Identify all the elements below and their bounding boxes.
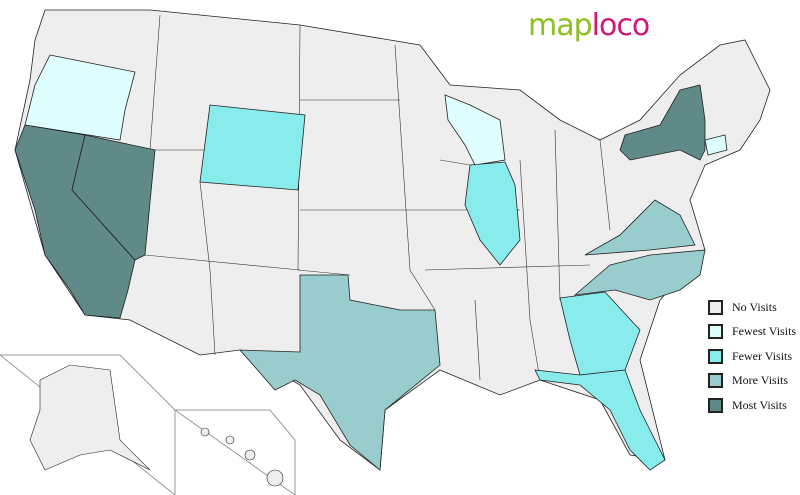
state-virginia — [584, 199, 696, 256]
alaska — [29, 364, 151, 471]
legend-item: No Visits — [708, 295, 796, 320]
state-oregon — [24, 54, 136, 141]
legend-swatch — [708, 348, 723, 364]
state-texas — [239, 274, 441, 471]
maploco-logo: maploco — [528, 8, 651, 43]
legend-item: Fewer Visits — [708, 344, 796, 369]
legend-swatch — [708, 373, 723, 389]
state-florida — [534, 369, 666, 471]
legend-label: No Visits — [732, 299, 777, 314]
legend-item: Most Visits — [708, 393, 796, 418]
state-wisconsin — [444, 94, 506, 166]
legend-item: More Visits — [708, 369, 796, 394]
legend-swatch — [708, 299, 723, 315]
state-north-carolina — [573, 249, 706, 301]
state-nevada — [71, 134, 156, 261]
legend-label: Most Visits — [732, 397, 787, 412]
state-wyoming — [199, 104, 306, 191]
state-new-york — [619, 84, 706, 161]
legend-label: Fewest Visits — [732, 324, 797, 339]
legend-label: More Visits — [732, 373, 789, 388]
legend: No Visits Fewest Visits Fewer Visits Mor… — [708, 295, 796, 418]
legend-item: Fewest Visits — [708, 320, 796, 345]
legend-label: Fewer Visits — [732, 348, 793, 363]
state-borders — [144, 14, 611, 381]
state-connecticut — [704, 134, 728, 156]
legend-swatch — [708, 324, 723, 340]
logo-loco: loco — [591, 8, 651, 43]
inset-hawaii-frame — [173, 409, 296, 495]
legend-swatch — [708, 397, 723, 413]
state-illinois — [464, 161, 521, 266]
hawaii — [200, 427, 284, 487]
logo-map: map — [528, 8, 593, 43]
